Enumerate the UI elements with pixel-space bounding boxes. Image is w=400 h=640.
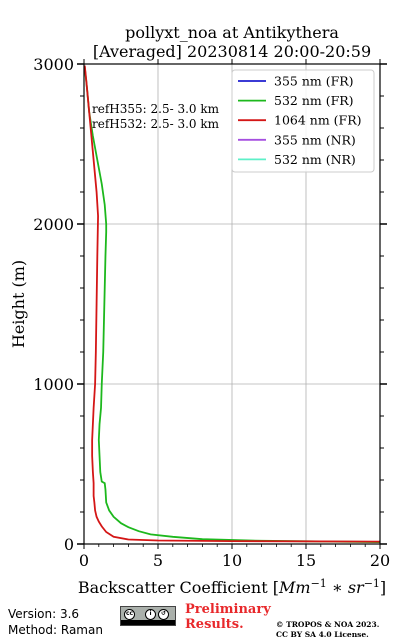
series-layer bbox=[84, 65, 380, 543]
y-tick-label: 2000 bbox=[33, 215, 74, 234]
chart-title-line2: [Averaged] 20230814 20:00-20:59 bbox=[93, 42, 371, 61]
legend-label-0: 355 nm (FR) bbox=[274, 74, 354, 89]
x-tick-label: 0 bbox=[79, 551, 89, 570]
chart-title-line1: pollyxt_noa at Antikythera bbox=[125, 23, 339, 42]
version-label: Version: 3.6 bbox=[8, 607, 80, 621]
series-line-1 bbox=[84, 67, 380, 543]
series-line-2 bbox=[84, 65, 380, 543]
x-tick-label: 15 bbox=[296, 551, 316, 570]
legend: 355 nm (FR) 532 nm (FR) 1064 nm (FR) 355 nm… bbox=[231, 69, 375, 173]
ref-height-355: refH355: 2.5- 3.0 km bbox=[92, 102, 220, 116]
by-icon: i bbox=[145, 609, 156, 620]
reference-height-labels: refH355: 2.5- 3.0 km refH532: 2.5- 3.0 k… bbox=[92, 102, 220, 131]
sa-icon: ↺ bbox=[158, 609, 169, 620]
x-tick-label: 5 bbox=[153, 551, 163, 570]
cc-badge-strip bbox=[121, 620, 175, 625]
legend-label-1: 532 nm (FR) bbox=[274, 93, 354, 108]
legend-label-3: 355 nm (NR) bbox=[274, 132, 356, 147]
preliminary-results-notice: Preliminary Results. bbox=[185, 602, 271, 632]
x-tick-label: 20 bbox=[370, 551, 390, 570]
y-axis-label: Height (m) bbox=[9, 260, 28, 348]
preliminary-line2: Results. bbox=[185, 617, 244, 632]
cc-by-sa-badge: cc i ↺ bbox=[120, 606, 176, 626]
y-tick-label: 0 bbox=[64, 535, 74, 554]
method-label: Method: Raman bbox=[8, 623, 103, 637]
preliminary-line1: Preliminary bbox=[185, 602, 271, 617]
cc-icon: cc bbox=[124, 609, 135, 620]
legend-box bbox=[231, 69, 375, 173]
copyright-line1: © TROPOS & NOA 2023. bbox=[276, 620, 380, 629]
y-tick-label: 3000 bbox=[33, 55, 74, 74]
copyright-line2: CC BY SA 4.0 License. bbox=[276, 630, 369, 639]
x-tick-label: 10 bbox=[222, 551, 242, 570]
axis-ticks: 0 5 10 15 20 0 1000 2000 3000 bbox=[33, 55, 390, 570]
legend-label-4: 532 nm (NR) bbox=[274, 152, 356, 167]
y-tick-label: 1000 bbox=[33, 375, 74, 394]
x-axis-label: Backscatter Coefficient [Mm−1 ∗ sr−1] bbox=[78, 577, 386, 597]
legend-label-2: 1064 nm (FR) bbox=[274, 113, 362, 128]
ref-height-532: refH532: 2.5- 3.0 km bbox=[92, 117, 220, 131]
copyright-notice: © TROPOS & NOA 2023. CC BY SA 4.0 Licens… bbox=[276, 620, 379, 640]
